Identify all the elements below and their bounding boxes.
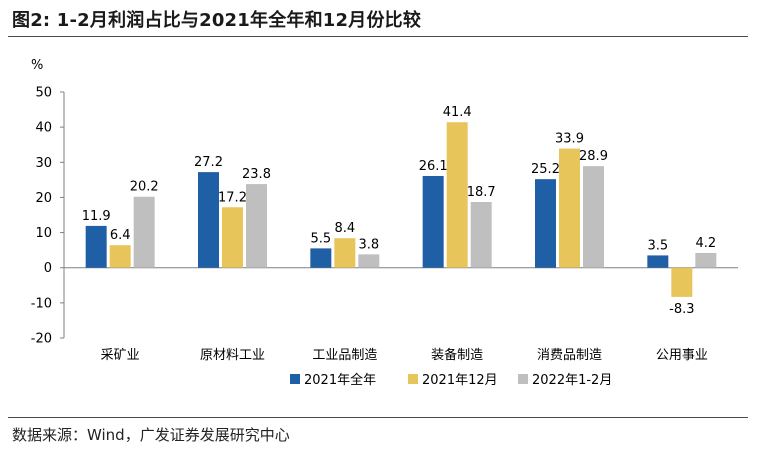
data-label: 11.9 [82, 209, 111, 224]
category-label: 公用事业 [656, 348, 708, 363]
y-tick-label: 40 [35, 121, 52, 136]
chart-legend: 2021年全年 2021年12月 2022年1-2月 [290, 372, 612, 388]
data-label: 20.2 [130, 180, 159, 195]
bar [647, 255, 669, 268]
data-label: 3.5 [647, 238, 668, 253]
source-note: 数据来源：Wind，广发证券发展研究中心 [12, 426, 290, 444]
data-label: 27.2 [194, 155, 223, 170]
legend-swatch [408, 374, 418, 384]
bar [246, 184, 267, 268]
bar [470, 201, 492, 268]
data-label: 8.4 [334, 221, 355, 236]
bar [446, 122, 468, 268]
data-label: 5.5 [310, 231, 331, 246]
y-tick-label: 0 [44, 261, 52, 276]
data-label: 23.8 [242, 167, 271, 182]
y-tick-label: 30 [35, 156, 52, 171]
y-unit-label: % [31, 58, 43, 73]
legend-swatch [518, 374, 528, 384]
chart-labels: 采矿业 原材料工业 工业品制造 装备制造 消费品制造 公用事业 11.9 27.2 5.5 26.… [82, 105, 716, 363]
bar [535, 179, 556, 268]
bar [133, 196, 155, 268]
data-label: 3.8 [358, 237, 379, 252]
data-label: 6.4 [110, 228, 131, 243]
chart-bars [85, 122, 717, 297]
legend-label: 2022年1-2月 [532, 373, 612, 388]
bar [109, 245, 131, 268]
y-tick-label: -10 [31, 296, 52, 311]
chart-axes: -20 -10 0 10 20 30 40 50 [31, 86, 738, 347]
legend-swatch [290, 374, 300, 384]
data-label: 17.2 [218, 190, 247, 205]
bar [695, 252, 717, 268]
bar [559, 148, 580, 268]
category-label: 工业品制造 [312, 348, 377, 363]
bar [583, 166, 604, 268]
category-label: 采矿业 [101, 348, 140, 363]
category-label: 装备制造 [431, 347, 483, 363]
category-label: 消费品制造 [537, 348, 602, 363]
data-label: 26.1 [419, 159, 448, 174]
y-tick-label: 50 [35, 86, 52, 101]
bar [358, 254, 380, 268]
bar [671, 267, 693, 297]
source-rule [8, 417, 748, 418]
bar [334, 238, 356, 268]
category-label: 原材料工业 [200, 348, 265, 363]
data-label: 28.9 [579, 149, 608, 164]
y-tick-label: 20 [35, 191, 52, 206]
bar [85, 225, 107, 268]
bar [310, 248, 332, 268]
bar [422, 175, 444, 268]
data-label: 4.2 [695, 236, 716, 251]
figure-title: 图2: 1-2月利润占比与2021年全年和12月份比较 [12, 10, 422, 31]
y-tick-label: 10 [35, 226, 52, 241]
legend-label: 2021年12月 [422, 373, 498, 388]
data-label: -8.3 [669, 302, 694, 317]
data-label: 25.2 [531, 162, 560, 177]
title-rule [8, 36, 748, 37]
legend-label: 2021年全年 [304, 372, 376, 388]
data-label: 18.7 [467, 185, 496, 200]
bar [198, 172, 219, 268]
data-label: 33.9 [555, 132, 584, 147]
bar [222, 207, 243, 268]
data-label: 41.4 [443, 105, 472, 120]
y-tick-label: -20 [31, 332, 52, 347]
